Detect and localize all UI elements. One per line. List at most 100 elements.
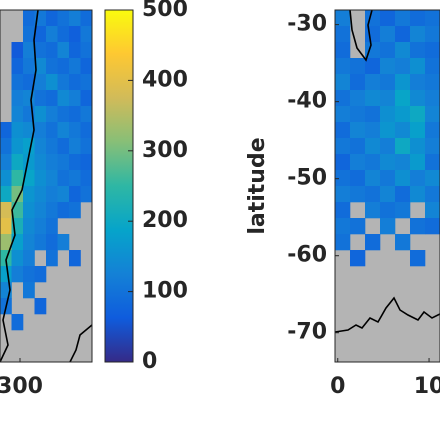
heatmap-cell: [57, 170, 70, 187]
heatmap-cell: [0, 218, 12, 235]
heatmap-cell: [23, 138, 35, 155]
y-tick-label: -30: [287, 12, 327, 37]
heatmap-cell: [425, 218, 440, 235]
heatmap-cell: [380, 58, 396, 75]
heatmap-cell: [395, 74, 411, 91]
heatmap-cell: [365, 122, 381, 139]
heatmap-cell: [23, 10, 35, 27]
heatmap-cell: [395, 106, 411, 123]
heatmap-cell: [11, 234, 24, 251]
heatmap-cell: [380, 138, 396, 155]
heatmap-cell: [335, 138, 351, 155]
heatmap-cell: [34, 170, 47, 187]
heatmap-cell: [34, 138, 47, 155]
heatmap-cell: [69, 154, 81, 171]
heatmap-cell: [11, 42, 24, 59]
heatmap-cell: [380, 122, 396, 139]
heatmap-cell: [69, 202, 81, 219]
heatmap-cell: [350, 122, 366, 139]
heatmap-cell: [34, 202, 47, 219]
heatmap-cell: [23, 218, 35, 235]
heatmap-cell: [410, 26, 426, 43]
heatmap-cell: [34, 42, 47, 59]
heatmap-cell: [335, 42, 351, 59]
heatmap-cell: [69, 250, 81, 267]
coastline: [0, 10, 39, 362]
heatmap-cell: [380, 42, 396, 59]
heatmap-cell: [69, 186, 81, 203]
heatmap-cell: [410, 42, 426, 59]
heatmap-cell: [350, 106, 366, 123]
y-tick-label: -50: [287, 166, 327, 191]
heatmap-cell: [365, 58, 381, 75]
heatmap-cell: [425, 106, 440, 123]
colorbar-tick-label: 0: [142, 349, 157, 374]
heatmap-cell: [11, 90, 24, 107]
colorbar-tick-label: 400: [142, 67, 188, 92]
heatmap-cell: [80, 90, 92, 107]
heatmap-cell: [11, 122, 24, 139]
heatmap-cell: [365, 202, 381, 219]
heatmap-cell: [335, 154, 351, 171]
axes-box: [334, 9, 440, 363]
heatmap-cell: [80, 42, 92, 59]
heatmap-cell: [34, 218, 47, 235]
heatmap-cell: [0, 266, 12, 283]
heatmap-cell: [57, 42, 70, 59]
heatmap-cell: [410, 10, 426, 27]
heatmap-cell: [380, 186, 396, 203]
heatmap-cell: [23, 42, 35, 59]
heatmap-cell: [425, 138, 440, 155]
heatmap-cell: [395, 202, 411, 219]
heatmap-cell: [34, 74, 47, 91]
heatmap-cell: [380, 218, 396, 235]
heatmap-cell: [11, 58, 24, 75]
heatmap-cell: [425, 10, 440, 27]
heatmap-cell: [34, 234, 47, 251]
heatmap-cell: [380, 90, 396, 107]
heatmap-cell: [23, 90, 35, 107]
heatmap-cell: [69, 26, 81, 43]
heatmap-cell: [380, 170, 396, 187]
heatmap-cell: [365, 170, 381, 187]
heatmap-cell: [69, 10, 81, 27]
heatmap-cell: [335, 26, 351, 43]
heatmap-cell: [395, 10, 411, 27]
heatmap-cell: [365, 138, 381, 155]
y-axis-label: latitude: [245, 137, 270, 234]
heatmap-cell: [46, 138, 58, 155]
heatmap-cell: [350, 218, 366, 235]
heatmap-cell: [69, 122, 81, 139]
colorbar-tick-label: 200: [142, 208, 188, 233]
heatmap-cell: [0, 202, 12, 219]
heatmap-cell: [57, 138, 70, 155]
heatmap-cell: [395, 42, 411, 59]
heatmap-cell: [335, 106, 351, 123]
heatmap-cell: [365, 90, 381, 107]
heatmap-cell: [46, 42, 58, 59]
heatmap-cell: [410, 58, 426, 75]
heatmap-cell: [46, 218, 58, 235]
heatmap-cell: [335, 74, 351, 91]
heatmap-cell: [57, 122, 70, 139]
heatmap-cell: [0, 154, 12, 171]
heatmap-cell: [11, 186, 24, 203]
heatmap-cell: [11, 250, 24, 267]
heatmap-cell: [80, 138, 92, 155]
heatmap-cell: [69, 42, 81, 59]
heatmap-cell: [425, 26, 440, 43]
heatmap-cell: [69, 74, 81, 91]
heatmap-cell: [46, 234, 58, 251]
heatmap-cell: [410, 154, 426, 171]
heatmap-cell: [46, 10, 58, 27]
heatmap-cell: [335, 90, 351, 107]
heatmap-cell: [23, 266, 35, 283]
heatmap-cell: [11, 266, 24, 283]
heatmap-cell: [0, 234, 12, 251]
heatmap-cell: [380, 154, 396, 171]
heatmap-cell: [395, 170, 411, 187]
coastline: [69, 324, 92, 362]
heatmap-cell: [410, 250, 426, 267]
heatmap-cell: [23, 106, 35, 123]
